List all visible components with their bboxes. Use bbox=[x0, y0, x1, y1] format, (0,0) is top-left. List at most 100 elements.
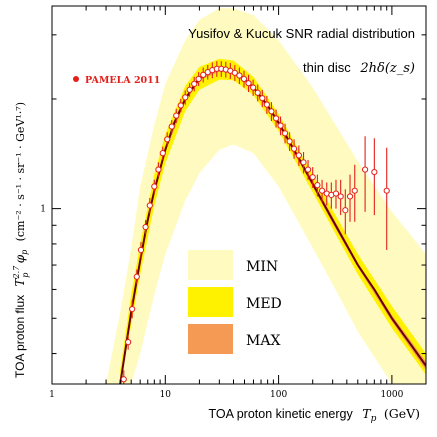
point-marker bbox=[314, 182, 321, 189]
data-point bbox=[300, 152, 307, 174]
data-point bbox=[332, 179, 340, 209]
data-point bbox=[222, 61, 229, 78]
point-marker bbox=[133, 273, 140, 280]
band-legend: MIN MED MAX bbox=[188, 250, 282, 354]
point-marker bbox=[182, 94, 189, 101]
point-marker bbox=[281, 130, 289, 137]
point-marker bbox=[361, 166, 369, 173]
point-marker bbox=[191, 80, 198, 88]
y-axis-phi: φ bbox=[13, 254, 27, 263]
point-marker bbox=[200, 71, 207, 78]
point-marker bbox=[137, 246, 145, 254]
legend-label-max: MAX bbox=[246, 333, 280, 349]
data-point bbox=[151, 179, 158, 194]
data-point bbox=[195, 72, 202, 87]
point-marker bbox=[129, 305, 136, 313]
x-axis-symbol: T bbox=[362, 406, 372, 421]
y-tick-label: 1 bbox=[40, 205, 46, 215]
data-point bbox=[164, 132, 171, 147]
data-point bbox=[120, 370, 127, 384]
data-point bbox=[191, 76, 198, 92]
data-point bbox=[236, 67, 243, 84]
data-point bbox=[309, 167, 316, 188]
y-axis-phi-sub: p bbox=[20, 250, 29, 255]
legend-label-med: MED bbox=[246, 296, 282, 312]
point-marker bbox=[151, 183, 158, 190]
data-point bbox=[250, 79, 257, 96]
data-point bbox=[182, 90, 189, 105]
point-marker bbox=[332, 190, 340, 197]
data-point bbox=[268, 102, 275, 122]
y-axis-label: TOA proton flux T2.7p φp (cm⁻² · s⁻¹ · s… bbox=[12, 102, 31, 378]
data-point bbox=[342, 189, 349, 235]
point-marker bbox=[277, 122, 284, 129]
data-point bbox=[259, 89, 266, 108]
data-point bbox=[281, 123, 289, 144]
subtitle-label: thin disc bbox=[303, 60, 351, 75]
y-axis-symbol-sup: 2.7 bbox=[12, 265, 21, 280]
data-point bbox=[351, 164, 358, 222]
point-marker bbox=[231, 69, 238, 76]
data-point bbox=[318, 179, 326, 203]
data-point bbox=[277, 116, 284, 136]
point-marker bbox=[254, 89, 261, 96]
data-point bbox=[290, 139, 298, 159]
y-axis-label-text: TOA proton flux bbox=[13, 295, 27, 378]
data-point bbox=[200, 67, 207, 83]
point-marker bbox=[195, 75, 202, 83]
data-point bbox=[137, 241, 145, 259]
point-marker bbox=[318, 187, 326, 194]
point-marker bbox=[146, 202, 153, 209]
data-point bbox=[245, 74, 252, 93]
point-marker bbox=[346, 193, 354, 200]
point-marker bbox=[159, 150, 166, 157]
y-axis-symbol-sub: p bbox=[21, 273, 30, 278]
point-marker bbox=[371, 168, 378, 176]
point-marker bbox=[259, 95, 266, 102]
point-marker bbox=[236, 72, 243, 79]
data-legend: PAMELA 2011 bbox=[73, 75, 160, 86]
data-point bbox=[146, 197, 153, 214]
point-marker bbox=[168, 123, 175, 130]
x-tick-label: 1000 bbox=[380, 390, 403, 400]
point-marker bbox=[290, 145, 298, 152]
point-marker bbox=[337, 193, 344, 200]
subtitle-formula: 2hδ(z_s) bbox=[359, 61, 415, 76]
legend-swatch-max bbox=[188, 324, 233, 354]
data-point bbox=[168, 120, 175, 134]
data-point bbox=[263, 95, 270, 114]
legend-swatch-min bbox=[188, 250, 233, 280]
data-point bbox=[231, 64, 238, 82]
data-point bbox=[272, 109, 280, 128]
point-marker bbox=[342, 207, 349, 214]
legend-label-min: MIN bbox=[246, 259, 278, 275]
data-point bbox=[142, 220, 149, 235]
point-marker bbox=[245, 80, 252, 87]
data-point bbox=[337, 179, 344, 216]
point-marker bbox=[304, 166, 312, 173]
point-marker bbox=[186, 86, 193, 93]
point-marker bbox=[155, 166, 162, 173]
data-point bbox=[133, 269, 140, 285]
data-point bbox=[304, 159, 312, 180]
point-marker bbox=[142, 223, 149, 231]
x-tick-label: 100 bbox=[270, 390, 287, 400]
data-point bbox=[240, 70, 248, 88]
point-marker bbox=[240, 75, 248, 83]
chart-title: Yusifov & Kucuk SNR radial distribution bbox=[188, 26, 415, 41]
data-point bbox=[295, 145, 302, 166]
data-point bbox=[173, 108, 180, 123]
point-marker bbox=[177, 102, 184, 109]
data-point bbox=[346, 174, 354, 222]
point-marker bbox=[295, 152, 302, 159]
data-point bbox=[159, 146, 166, 160]
data-legend-label: PAMELA 2011 bbox=[85, 75, 160, 86]
data-point bbox=[125, 334, 132, 350]
x-tick-label: 1 bbox=[49, 390, 55, 400]
y-axis-symbol: T bbox=[13, 278, 27, 287]
data-point bbox=[361, 136, 369, 212]
x-axis-label: TOA proton kinetic energy Tp (GeV) bbox=[208, 406, 420, 424]
point-marker bbox=[300, 159, 307, 166]
data-point bbox=[286, 132, 293, 151]
data-point bbox=[213, 61, 220, 77]
